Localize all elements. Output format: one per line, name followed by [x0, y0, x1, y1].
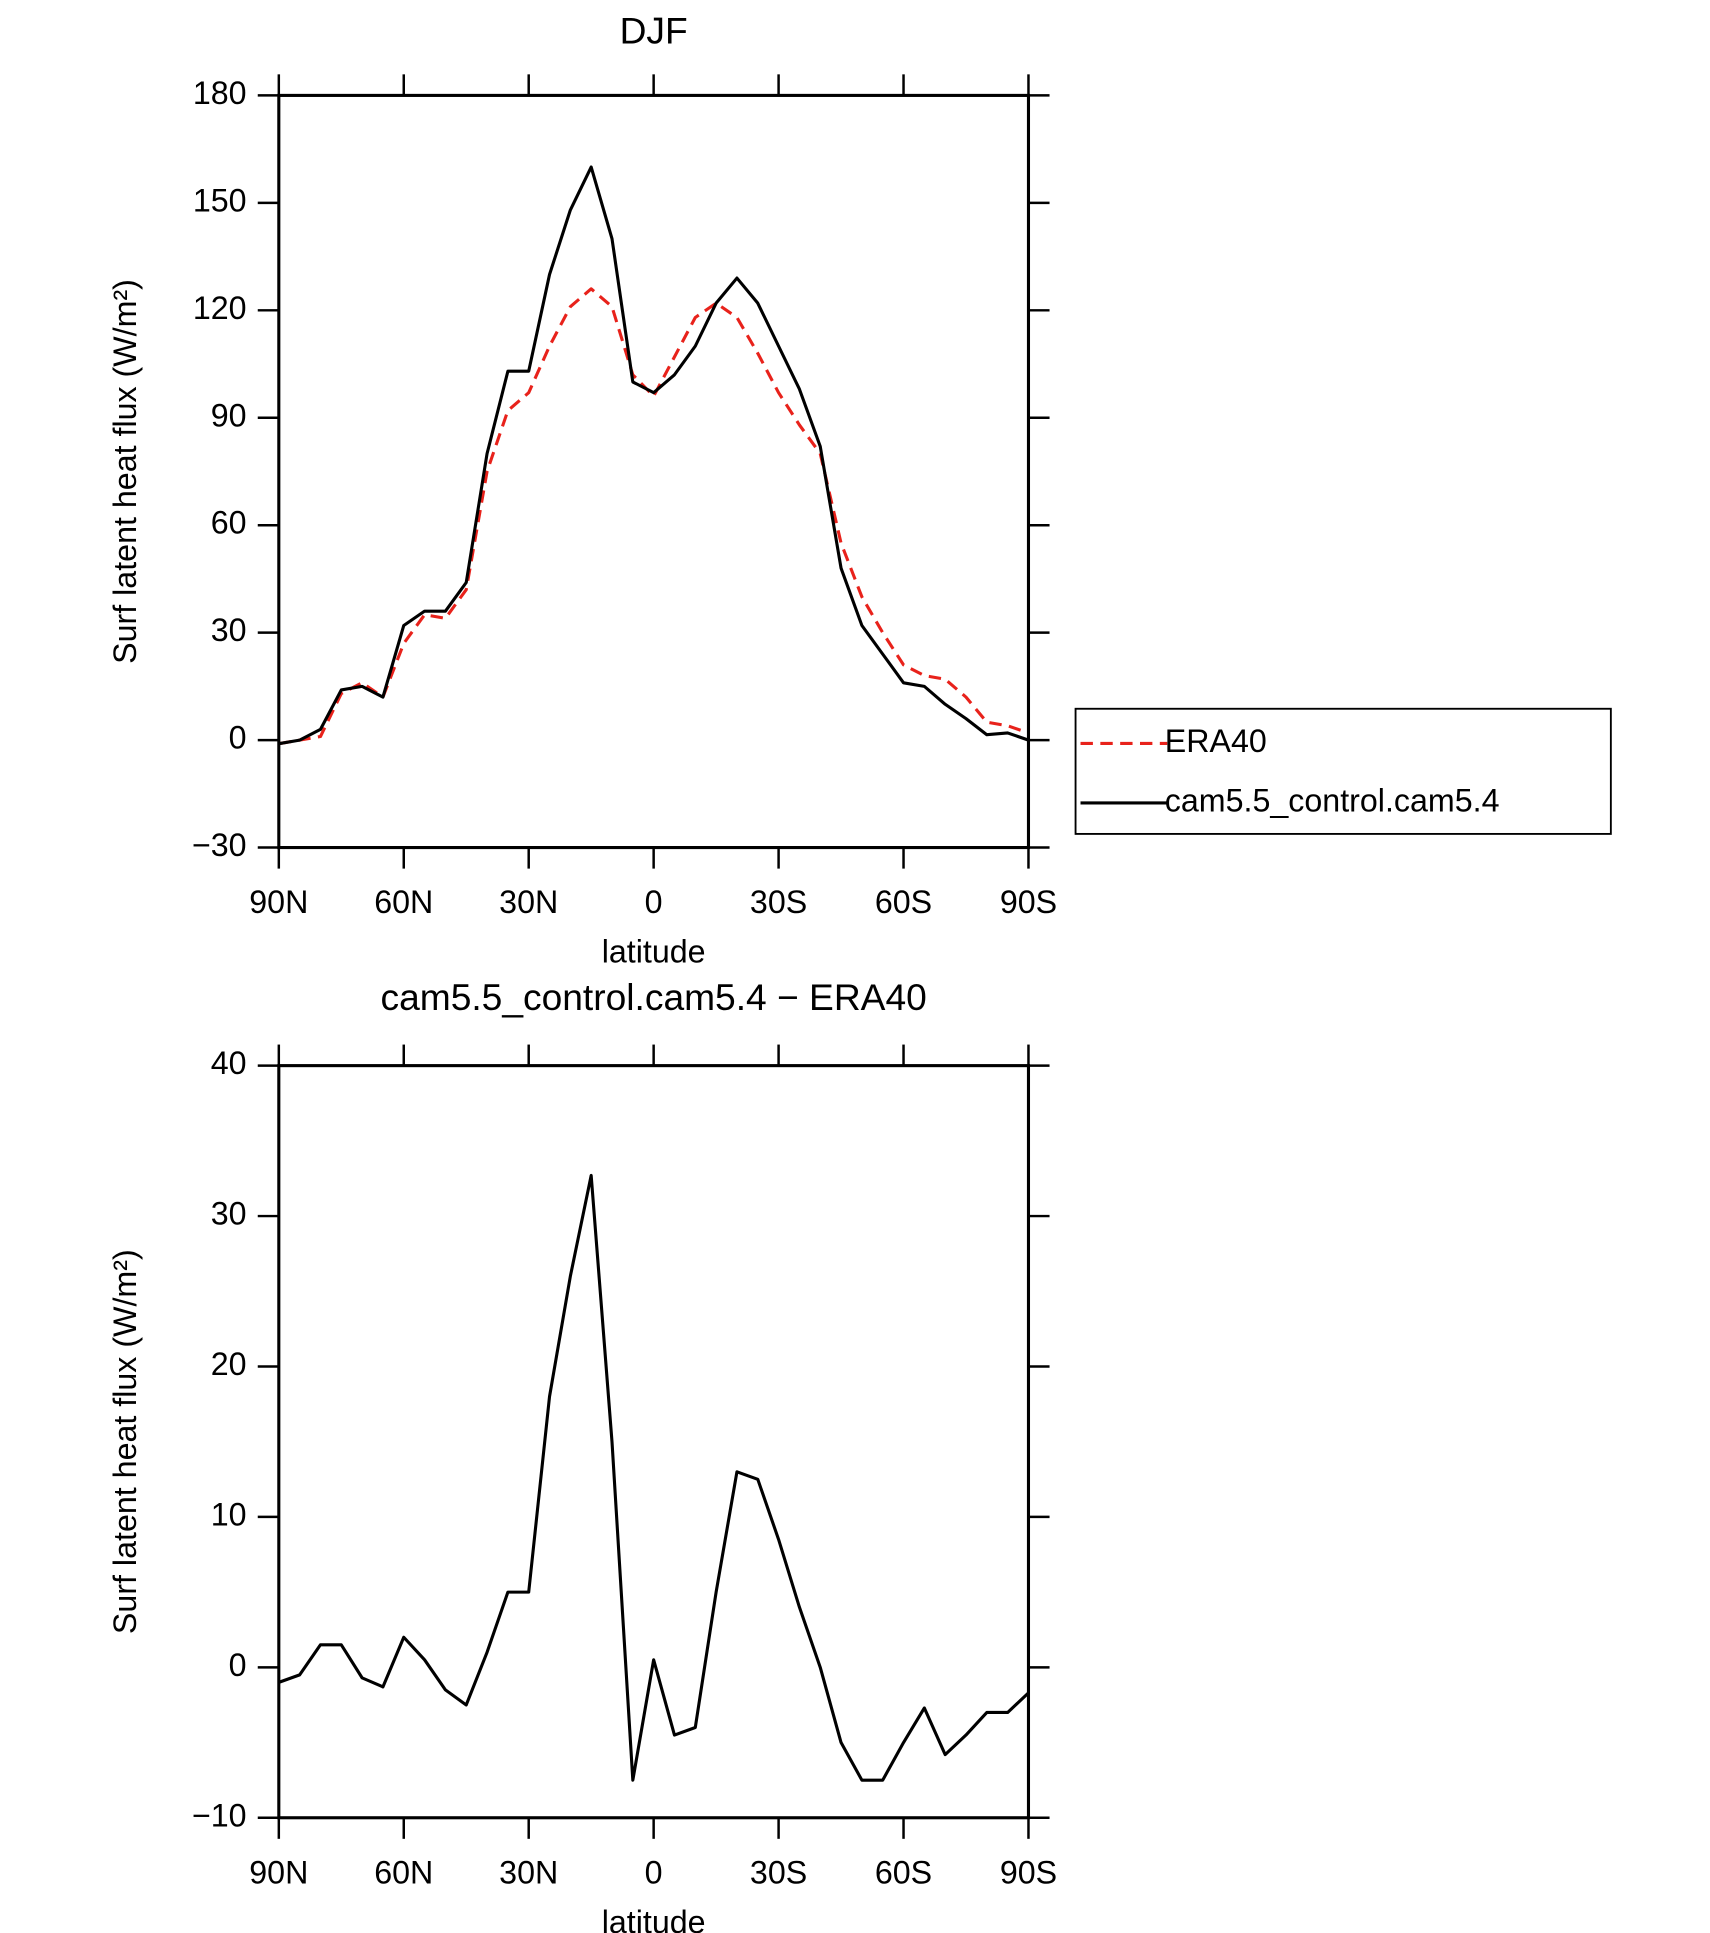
legend-label: ERA40 — [1165, 723, 1267, 759]
y-tick-label: 20 — [211, 1346, 247, 1382]
data-line — [278, 287, 1029, 746]
x-tick-label: 0 — [645, 884, 663, 920]
legend-box — [1074, 707, 1612, 835]
y-tick-label: 120 — [193, 290, 247, 326]
y-tick-label: 180 — [193, 75, 247, 111]
x-tick-label: 90S — [1000, 1854, 1057, 1890]
y-tick-label: 90 — [211, 397, 247, 433]
x-tick-label: 60S — [875, 884, 932, 920]
y-tick-label: 30 — [211, 612, 247, 648]
x-tick-label: 90S — [1000, 884, 1057, 920]
data-line — [278, 165, 1029, 746]
x-tick-label: 60N — [374, 1854, 433, 1890]
x-tick-label: 0 — [645, 1854, 663, 1890]
y-axis-label: Surf latent heat flux (W/m²) — [107, 1249, 143, 1634]
y-tick-label: 0 — [229, 1647, 247, 1683]
y-tick-label: 150 — [193, 182, 247, 218]
plot-frame — [277, 93, 1031, 850]
y-tick-label: −10 — [192, 1797, 247, 1833]
x-tick-label: 30S — [750, 884, 807, 920]
y-tick-label: 60 — [211, 505, 247, 541]
x-tick-label: 30S — [750, 1854, 807, 1890]
x-tick-label: 60N — [374, 884, 433, 920]
x-axis-label: latitude — [602, 1904, 706, 1933]
chart-title: DJF — [620, 9, 688, 51]
plot-frame — [277, 1064, 1031, 1820]
x-tick-label: 30N — [499, 884, 558, 920]
y-tick-label: −30 — [192, 827, 247, 863]
x-tick-label: 90N — [249, 1854, 308, 1890]
x-tick-label: 60S — [875, 1854, 932, 1890]
y-tick-label: 40 — [211, 1045, 247, 1081]
x-tick-label: 90N — [249, 884, 308, 920]
legend-label: cam5.5_control.cam5.4 — [1165, 782, 1500, 818]
x-axis-label: latitude — [602, 934, 706, 970]
y-tick-label: 10 — [211, 1496, 247, 1532]
y-tick-label: 0 — [229, 720, 247, 756]
chart-title: cam5.5_control.cam5.4 − ERA40 — [381, 976, 927, 1018]
y-tick-label: 30 — [211, 1196, 247, 1232]
x-tick-label: 30N — [499, 1854, 558, 1890]
y-axis-label: Surf latent heat flux (W/m²) — [107, 279, 143, 664]
data-line — [278, 1173, 1030, 1782]
